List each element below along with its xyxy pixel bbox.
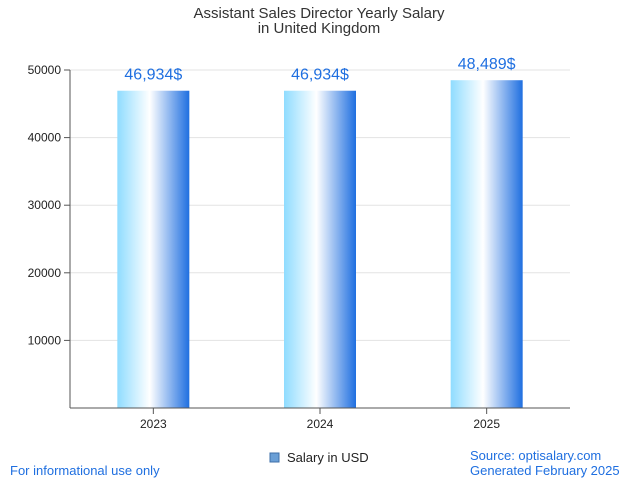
bars <box>117 80 523 409</box>
chart-title-line-1: Assistant Sales Director Yearly Salary <box>194 5 445 22</box>
y-tick-label: 10000 <box>28 333 62 347</box>
x-tick-label-2025: 2025 <box>473 417 500 431</box>
legend-swatch <box>269 452 280 463</box>
footer-generated: Generated February 2025 <box>470 463 620 478</box>
bar-2023 <box>117 90 190 408</box>
x-tick-label-2024: 2024 <box>307 417 334 431</box>
footer-source: Source: optisalary.com <box>470 448 601 463</box>
bar-2025 <box>450 80 523 409</box>
y-axis-ticks: 10000 20000 30000 40000 50000 <box>28 63 70 347</box>
chart-title-line-2: in United Kingdom <box>258 20 381 37</box>
x-tick-label-2023: 2023 <box>140 417 167 431</box>
y-tick-label: 20000 <box>28 266 62 280</box>
legend: Salary in USD <box>269 450 369 465</box>
y-tick-label: 30000 <box>28 198 62 212</box>
data-label-2023: 46,934$ <box>124 67 182 84</box>
y-tick-label: 40000 <box>28 131 62 145</box>
x-axis-ticks: 2023 2024 2025 <box>140 408 500 431</box>
data-label-2025: 48,489$ <box>458 56 516 73</box>
data-label-2024: 46,934$ <box>291 67 349 84</box>
y-tick-label: 50000 <box>28 63 62 77</box>
data-labels: 46,934$ 46,934$ 48,489$ <box>124 56 515 84</box>
footer-disclaimer: For informational use only <box>10 463 160 478</box>
bar-2024 <box>284 90 356 408</box>
legend-label: Salary in USD <box>287 450 369 465</box>
